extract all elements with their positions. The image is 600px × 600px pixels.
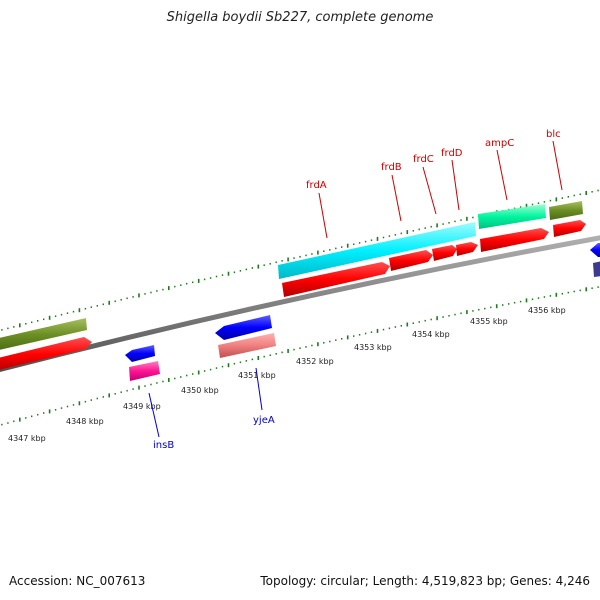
tick-label-4352: 4352 kbp (296, 357, 334, 366)
leader-blc (552, 140, 563, 191)
feature-cds-frdb[interactable] (389, 250, 433, 271)
gene-label-blc[interactable]: blc (546, 129, 561, 140)
gene-label-yjea[interactable]: yjeA (253, 415, 275, 426)
tick-label-4349: 4349 kbp (123, 402, 161, 411)
gene-label-insb[interactable]: insB (153, 440, 174, 451)
leader-ampc (496, 149, 508, 201)
leader-frda (318, 192, 328, 239)
tick-labels: 4347 kbp 4348 kbp 4349 kbp 4350 kbp 4351… (8, 306, 566, 443)
tick-label-4347: 4347 kbp (8, 434, 46, 443)
gene-label-ampc[interactable]: ampC (485, 138, 514, 149)
gene-label-frda[interactable]: frdA (306, 180, 327, 191)
gene-label-frdd[interactable]: frdD (441, 148, 463, 159)
leader-frdd (451, 159, 460, 211)
leader-insb (148, 392, 160, 438)
accession-text: Accession: NC_007613 (9, 574, 146, 588)
forward-gene-labels: frdA frdB frdC frdD ampC blc (306, 129, 563, 239)
tick-label-4350: 4350 kbp (181, 386, 219, 395)
tick-label-4354: 4354 kbp (412, 330, 450, 339)
tick-label-4356: 4356 kbp (528, 306, 566, 315)
feature-cds-frdc[interactable] (432, 245, 457, 261)
reverse-tick-ruler (1, 286, 599, 426)
feature-salmon-yjea[interactable] (218, 333, 276, 358)
reverse-features (125, 243, 600, 381)
feature-cds-insb-upper[interactable] (125, 345, 155, 362)
feature-cds-yjea[interactable] (215, 315, 272, 340)
feature-rna-ampc[interactable] (478, 204, 546, 229)
tick-label-4353: 4353 kbp (354, 343, 392, 352)
feature-cds-ampc[interactable] (480, 228, 549, 252)
gene-label-frdb[interactable]: frdB (381, 162, 402, 173)
feature-navy-right-edge[interactable] (593, 261, 600, 277)
leader-frdc (422, 166, 437, 215)
leader-frdb (391, 174, 402, 222)
feature-cds-blc[interactable] (553, 220, 586, 237)
tick-label-4355: 4355 kbp (470, 317, 508, 326)
leader-yjea (255, 367, 263, 411)
forward-features (0, 201, 586, 372)
feature-olive-blc[interactable] (549, 201, 583, 220)
tick-label-4348: 4348 kbp (66, 417, 104, 426)
feature-cds-frda[interactable] (282, 262, 390, 297)
genome-summary-text: Topology: circular; Length: 4,519,823 bp… (260, 574, 590, 588)
gene-label-frdc[interactable]: frdC (413, 154, 434, 165)
feature-olive-left[interactable] (0, 318, 87, 352)
feature-pink-insb[interactable] (129, 361, 160, 381)
reverse-gene-labels: insB yjeA (148, 367, 275, 451)
feature-rna-frd[interactable] (278, 222, 476, 279)
map-title: Shigella boydii Sb227, complete genome (166, 10, 434, 25)
feature-cds-frdd[interactable] (456, 242, 478, 256)
feature-cds-left[interactable] (0, 337, 92, 372)
feature-cds-right-edge[interactable] (590, 243, 600, 257)
